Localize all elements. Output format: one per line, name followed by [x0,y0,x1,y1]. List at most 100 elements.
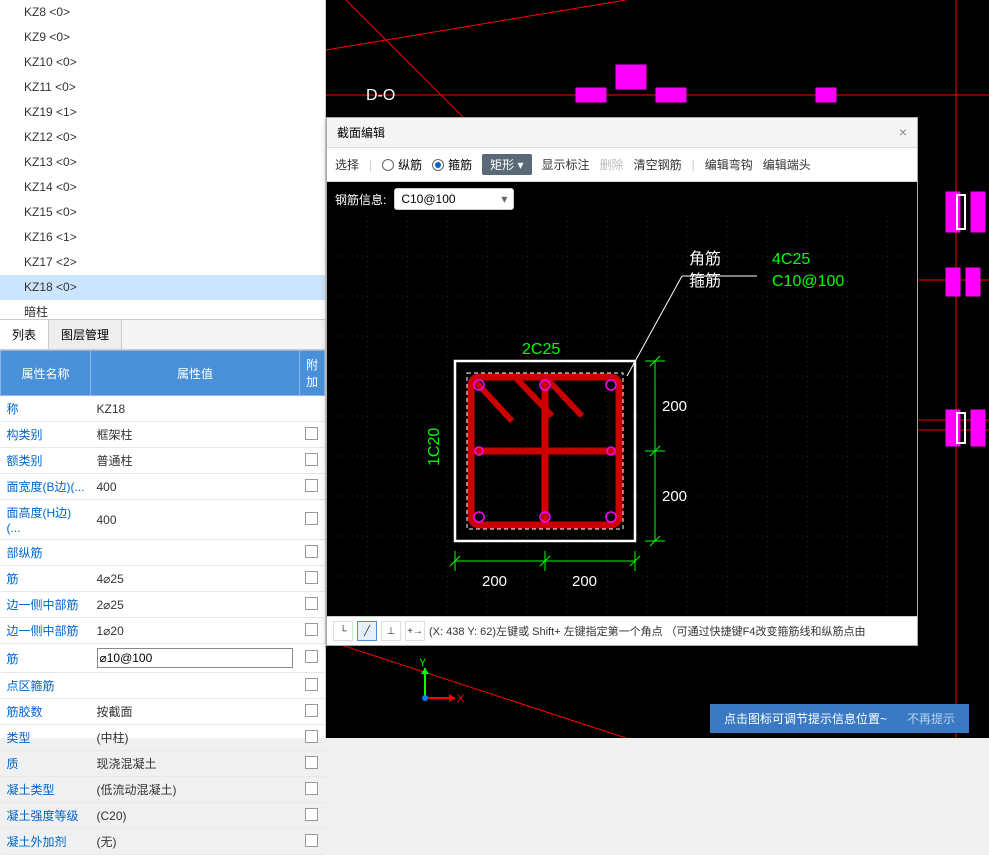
delete-button[interactable]: 删除 [600,156,624,173]
property-row[interactable]: 质现浇混凝土 [1,751,325,777]
section-canvas[interactable]: 角筋 箍筋 4C25 C10@100 [327,216,917,616]
clear-rebar-button[interactable]: 清空钢筋 [634,156,682,173]
checkbox-icon[interactable] [305,782,318,795]
tree-item[interactable]: KZ12 <0> [0,125,325,150]
property-row[interactable]: 凝土外加剂(无) [1,829,325,855]
tree-item[interactable]: KZ8 <0> [0,0,325,25]
tree-item[interactable]: KZ11 <0> [0,75,325,100]
tree-item[interactable]: 暗柱 [0,300,325,320]
property-row[interactable]: 点区箍筋 [1,673,325,699]
prop-check[interactable] [299,396,324,422]
property-row[interactable]: 构类别框架柱 [1,422,325,448]
prop-value[interactable]: 400 [91,500,300,540]
property-row[interactable]: 面高度(H边)(...400 [1,500,325,540]
property-row[interactable]: 称KZ18 [1,396,325,422]
tree-item[interactable]: KZ13 <0> [0,150,325,175]
shape-rect-button[interactable]: 矩形 ▾ [482,154,531,175]
prop-value[interactable]: 400 [91,474,300,500]
prop-value-input[interactable] [97,648,294,668]
snap-perp-icon[interactable]: ⊥ [381,621,401,641]
prop-check[interactable] [299,448,324,474]
tree-item[interactable]: KZ16 <1> [0,225,325,250]
prop-value[interactable]: (无) [91,829,300,855]
prop-value[interactable]: 2⌀25 [91,592,300,618]
edit-hook-button[interactable]: 编辑弯钩 [705,156,753,173]
prop-value[interactable]: 现浇混凝土 [91,751,300,777]
checkbox-icon[interactable] [305,545,318,558]
tree-item[interactable]: KZ18 <0> [0,275,325,300]
checkbox-icon[interactable] [305,730,318,743]
dismiss-tip-button[interactable]: 不再提示 [907,710,955,727]
checkbox-icon[interactable] [305,808,318,821]
prop-check[interactable] [299,673,324,699]
snap-extend-icon[interactable]: +→ [405,621,425,641]
prop-check[interactable] [299,422,324,448]
radio-stirrup[interactable]: 箍筋 [432,156,472,173]
prop-value[interactable] [91,540,300,566]
checkbox-icon[interactable] [305,427,318,440]
prop-check[interactable] [299,540,324,566]
tree-item[interactable]: KZ17 <2> [0,250,325,275]
prop-check[interactable] [299,500,324,540]
property-row[interactable]: 边一侧中部筋1⌀20 [1,618,325,644]
prop-value[interactable] [91,644,300,673]
close-icon[interactable]: × [899,124,907,141]
prop-check[interactable] [299,803,324,829]
property-row[interactable]: 面宽度(B边)(...400 [1,474,325,500]
tab-list[interactable]: 列表 [0,320,49,349]
checkbox-icon[interactable] [305,479,318,492]
prop-value[interactable]: (C20) [91,803,300,829]
prop-value[interactable]: 按截面 [91,699,300,725]
property-row[interactable]: 边一侧中部筋2⌀25 [1,592,325,618]
prop-value[interactable]: 1⌀20 [91,618,300,644]
checkbox-icon[interactable] [305,834,318,847]
prop-check[interactable] [299,566,324,592]
tree-item[interactable]: KZ10 <0> [0,50,325,75]
prop-value[interactable]: (低流动混凝土) [91,777,300,803]
prop-value[interactable] [91,673,300,699]
property-row[interactable]: 凝土类型(低流动混凝土) [1,777,325,803]
checkbox-icon[interactable] [305,623,318,636]
prop-value[interactable]: 框架柱 [91,422,300,448]
tree-item[interactable]: KZ14 <0> [0,175,325,200]
checkbox-icon[interactable] [305,704,318,717]
checkbox-icon[interactable] [305,678,318,691]
property-row[interactable]: 额类别普通柱 [1,448,325,474]
edit-end-button[interactable]: 编辑端头 [763,156,811,173]
dialog-titlebar[interactable]: 截面编辑 × [327,118,917,148]
prop-check[interactable] [299,592,324,618]
show-label-button[interactable]: 显示标注 [542,156,590,173]
checkbox-icon[interactable] [305,571,318,584]
radio-longitudinal[interactable]: 纵筋 [382,156,422,173]
snap-endpoint-icon[interactable]: └ [333,621,353,641]
tree-item[interactable]: KZ9 <0> [0,25,325,50]
checkbox-icon[interactable] [305,512,318,525]
prop-check[interactable] [299,777,324,803]
checkbox-icon[interactable] [305,453,318,466]
prop-check[interactable] [299,618,324,644]
prop-check[interactable] [299,751,324,777]
checkbox-icon[interactable] [305,756,318,769]
prop-check[interactable] [299,474,324,500]
chevron-down-icon[interactable]: ▾ [495,192,513,206]
prop-value[interactable]: 4⌀25 [91,566,300,592]
prop-value[interactable]: KZ18 [91,396,300,422]
prop-value[interactable]: 普通柱 [91,448,300,474]
prop-check[interactable] [299,699,324,725]
property-row[interactable]: 筋胶数按截面 [1,699,325,725]
property-row[interactable]: 筋4⌀25 [1,566,325,592]
select-button[interactable]: 选择 [335,156,359,173]
checkbox-icon[interactable] [305,597,318,610]
tab-layer[interactable]: 图层管理 [49,320,122,349]
rebar-info-input[interactable] [395,189,495,209]
property-row[interactable]: 部纵筋 [1,540,325,566]
rebar-info-combo[interactable]: ▾ [394,188,514,210]
tree-item[interactable]: KZ15 <0> [0,200,325,225]
property-row[interactable]: 凝土强度等级(C20) [1,803,325,829]
prop-check[interactable] [299,829,324,855]
property-row[interactable]: 筋 [1,644,325,673]
snap-mid-icon[interactable]: ╱ [357,621,377,641]
prop-check[interactable] [299,644,324,673]
checkbox-icon[interactable] [305,650,318,663]
tree-item[interactable]: KZ19 <1> [0,100,325,125]
